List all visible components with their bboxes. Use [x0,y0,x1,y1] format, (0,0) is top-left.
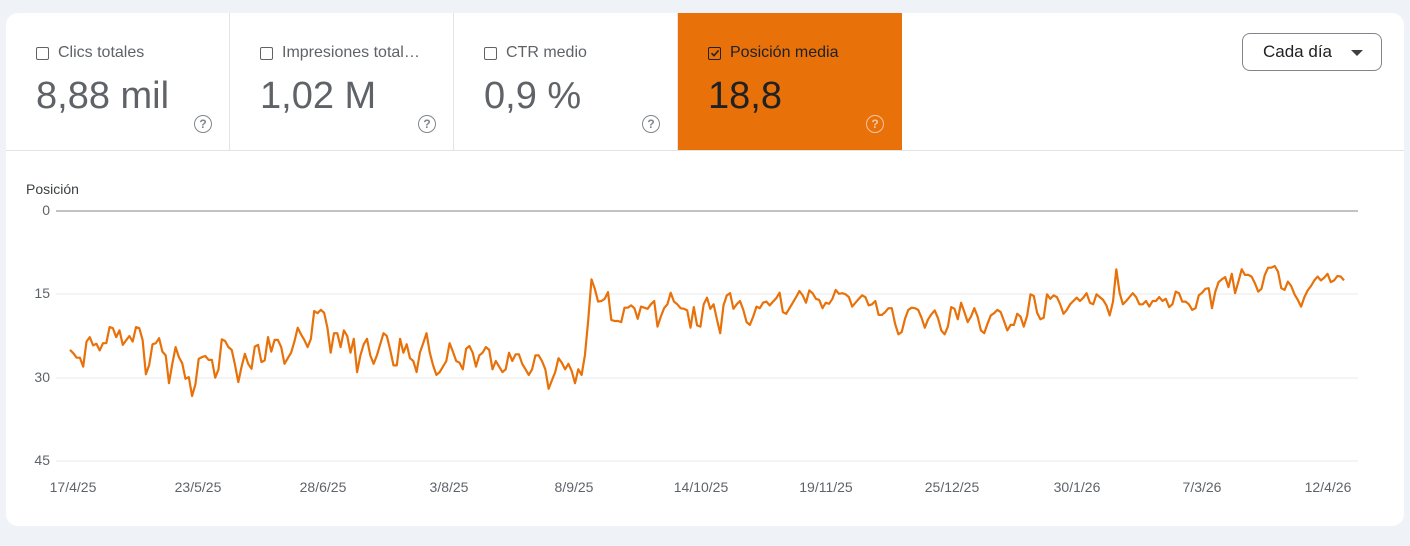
y-tick: 0 [42,202,50,218]
metric-ctr-label: CTR medio [484,44,587,62]
line-chart[interactable] [6,13,1404,526]
checkbox-icon[interactable] [484,46,497,60]
chevron-down-icon [1351,50,1363,56]
checkbox-checked-icon[interactable] [708,46,721,60]
position-series-line [69,264,1345,398]
x-tick: 7/3/26 [1182,479,1222,495]
x-tick: 28/6/25 [299,479,347,495]
x-tick: 3/8/25 [429,479,469,495]
help-icon[interactable]: ? [418,115,436,133]
metric-impressions[interactable]: Impresiones total… 1,02 M ? [230,13,454,151]
y-tick: 30 [34,369,50,385]
metric-position-value: 18,8 [708,75,782,117]
x-tick: 8/9/25 [554,479,594,495]
y-tick: 45 [34,452,50,468]
x-tick: 25/12/25 [924,479,980,495]
checkbox-icon[interactable] [36,46,49,60]
x-tick: 19/11/25 [799,479,853,495]
granularity-value: Cada día [1263,42,1332,61]
metric-ctr[interactable]: CTR medio 0,9 % ? [454,13,678,151]
metric-ctr-value: 0,9 % [484,75,582,117]
granularity-dropdown[interactable]: Cada día [1242,33,1382,71]
metric-clicks[interactable]: Clics totales 8,88 mil ? [6,13,230,151]
x-tick: 23/5/25 [174,479,222,495]
x-tick: 17/4/25 [49,479,97,495]
x-tick: 30/1/26 [1053,479,1101,495]
x-tick: 12/4/26 [1304,479,1352,495]
metric-impressions-label: Impresiones total… [260,44,420,62]
metric-impressions-value: 1,02 M [260,75,377,117]
help-icon[interactable]: ? [866,115,884,133]
metric-clicks-value: 8,88 mil [36,75,170,117]
y-tick: 15 [34,285,50,301]
performance-card: Clics totales 8,88 mil ? Impresiones tot… [6,13,1404,526]
checkbox-icon[interactable] [260,46,273,60]
help-icon[interactable]: ? [194,115,212,133]
y-axis-title: Posición [26,181,79,197]
metric-position[interactable]: Posición media 18,8 ? [678,13,902,151]
divider [6,150,1404,151]
help-icon[interactable]: ? [642,115,660,133]
metric-clicks-label: Clics totales [36,44,144,62]
metric-tabs: Clics totales 8,88 mil ? Impresiones tot… [6,13,902,151]
x-tick: 14/10/25 [673,479,729,495]
metric-position-label: Posición media [708,44,839,62]
